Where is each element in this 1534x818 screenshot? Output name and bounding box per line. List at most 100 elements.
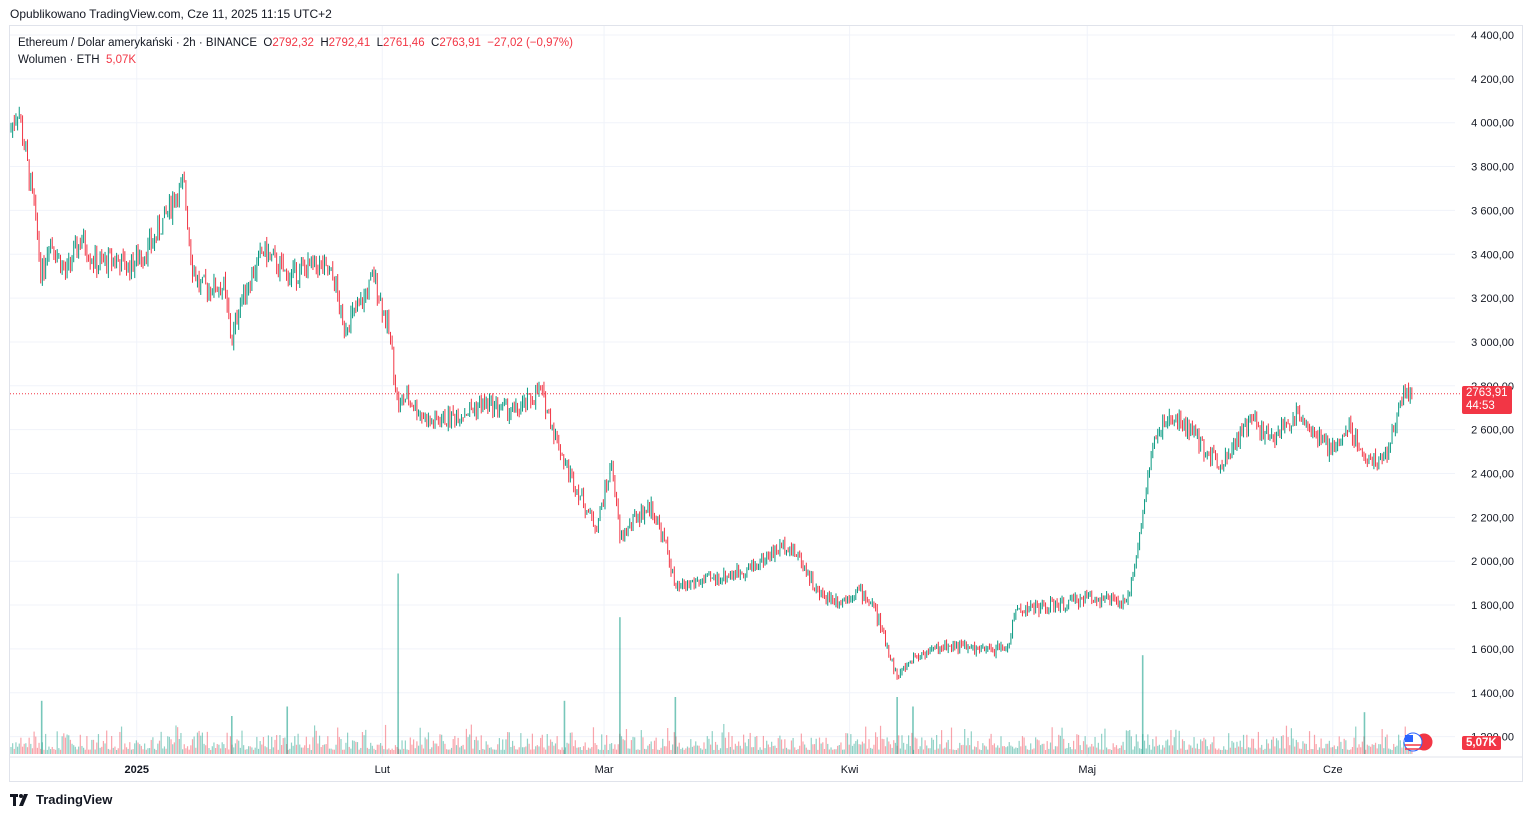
volume-bar: [274, 739, 276, 754]
volume-bar: [861, 741, 863, 754]
volume-bar: [1257, 731, 1259, 754]
volume-bar: [1140, 748, 1142, 754]
volume-bar: [591, 747, 593, 754]
volume-bar: [586, 749, 588, 754]
volume-bar: [342, 749, 344, 754]
volume-bar: [723, 723, 725, 754]
tradingview-footer[interactable]: TradingView: [10, 792, 112, 807]
volume-bar: [952, 749, 954, 754]
volume-value: 5,07K: [105, 54, 137, 66]
volume-bar: [1378, 744, 1380, 754]
volume-bar: [921, 737, 923, 754]
volume-bar: [1117, 748, 1119, 754]
volume-bar: [640, 730, 642, 754]
high-label: H: [320, 37, 329, 49]
volume-bar: [1023, 737, 1025, 754]
volume-spike: [397, 573, 399, 754]
volume-bar: [693, 745, 695, 754]
volume-bar: [1383, 748, 1385, 754]
volume-bar: [36, 747, 38, 754]
volume-bar: [533, 749, 535, 754]
volume-bar: [782, 748, 784, 754]
volume-bar: [954, 749, 956, 754]
volume-bar: [558, 749, 560, 754]
volume-bar: [63, 733, 65, 754]
volume-bar: [1272, 736, 1274, 754]
volume-bar: [988, 738, 991, 754]
volume-bar: [1122, 741, 1124, 754]
volume-bar: [706, 736, 708, 754]
volume-bar: [1073, 740, 1075, 754]
volume-bar: [178, 738, 180, 754]
volume-bar: [1044, 749, 1047, 754]
volume-bar: [404, 740, 406, 754]
volume-bar: [686, 746, 689, 754]
volume-bar: [888, 741, 890, 754]
volume-bar: [838, 745, 840, 754]
volume-bar: [497, 744, 499, 754]
volume-bar: [1096, 747, 1098, 754]
volume-bar: [365, 729, 367, 754]
volume-bar: [1381, 729, 1383, 754]
volume-bar: [531, 733, 533, 754]
volume-bar: [168, 736, 170, 754]
volume-bar: [500, 749, 502, 754]
volume-bar: [409, 737, 411, 754]
volume-bar: [210, 749, 212, 754]
volume-bar: [1350, 749, 1352, 754]
volume-bar: [356, 742, 359, 754]
volume-bar: [672, 744, 674, 754]
volume-bar: [516, 749, 519, 754]
volume-label[interactable]: Wolumen · ETH: [18, 54, 100, 66]
volume-bar: [25, 743, 27, 754]
volume-bar: [1211, 742, 1213, 754]
volume-bar: [856, 739, 859, 754]
volume-bar: [1081, 749, 1083, 754]
volume-bar: [384, 724, 387, 754]
volume-spike: [1363, 712, 1366, 754]
volume-bar: [48, 746, 50, 754]
volume-bar: [144, 743, 146, 754]
chart-legend: Ethereum / Dolar amerykański · 2h · BINA…: [18, 35, 573, 69]
price-tick-label: 3 200,00: [1471, 293, 1514, 305]
volume-bar: [906, 743, 908, 754]
volume-bar: [762, 735, 764, 754]
volume-bar: [911, 732, 913, 754]
volume-bar: [408, 749, 410, 754]
volume-bar: [1153, 746, 1156, 754]
volume-bar: [800, 733, 802, 754]
volume-bar: [1071, 749, 1073, 754]
volume-bar: [26, 747, 29, 754]
volume-bar: [1120, 745, 1123, 754]
volume-bar: [822, 742, 824, 754]
volume-bar: [926, 745, 928, 754]
volume-bar: [1048, 748, 1050, 754]
volume-bar: [513, 745, 515, 754]
chart-frame[interactable]: [9, 25, 1523, 782]
volume-bar: [868, 739, 870, 754]
volume-bar: [807, 749, 809, 754]
volume-bar: [315, 730, 317, 754]
volume-bar: [1064, 748, 1066, 754]
volume-bar: [1259, 747, 1261, 754]
volume-bar: [569, 732, 571, 754]
price-tick-label: 4 200,00: [1471, 74, 1514, 86]
volume-bar: [447, 749, 449, 754]
volume-bar: [855, 741, 857, 754]
volume-bar: [200, 735, 202, 754]
volume-bar: [1003, 746, 1005, 754]
time-tick-label: Lut: [375, 764, 390, 776]
volume-bar: [414, 748, 416, 754]
volume-bar: [548, 745, 550, 754]
symbol-label[interactable]: Ethereum / Dolar amerykański · 2h · BINA…: [18, 37, 258, 49]
volume-bar: [314, 725, 316, 754]
volume-bar: [223, 744, 225, 754]
volume-bar: [726, 748, 728, 754]
volume-bar: [337, 727, 339, 754]
price-tick-label: 1 800,00: [1471, 600, 1514, 612]
volume-bar: [1198, 748, 1200, 754]
volume-bar: [1066, 747, 1068, 754]
volume-bar: [962, 744, 964, 754]
volume-bar: [417, 745, 420, 754]
